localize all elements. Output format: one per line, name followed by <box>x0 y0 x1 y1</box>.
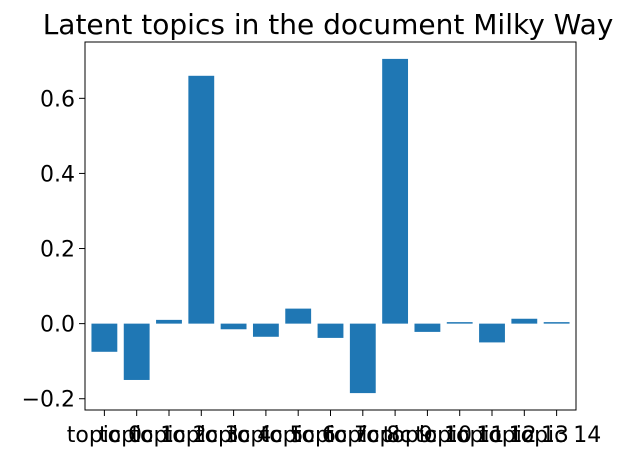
bar-topic-14 <box>543 322 570 324</box>
bar-topic-4 <box>220 323 247 330</box>
bar-topic-5 <box>252 323 279 337</box>
x-tick-label: topic 11 <box>415 423 504 448</box>
bar-topic-2 <box>156 319 182 324</box>
plot-frame <box>84 41 577 411</box>
x-tick-label: topic 4 <box>196 423 271 448</box>
x-tick-label: topic 13 <box>480 423 569 448</box>
bar-topic-11 <box>446 322 473 324</box>
bar-topic-7 <box>317 323 344 338</box>
x-tick-label: topic 8 <box>325 423 400 448</box>
bar-topic-3 <box>188 75 215 324</box>
chart-title: Latent topics in the document Milky Way <box>43 8 614 41</box>
x-tick-label: topic 12 <box>447 423 536 448</box>
y-tick-label: 0.0 <box>40 313 75 338</box>
bar-topic-1 <box>123 323 150 380</box>
x-tick-label: topic 6 <box>261 423 336 448</box>
bar-topic-9 <box>382 58 409 324</box>
y-tick-label: 0.4 <box>40 162 75 187</box>
bar-topic-0 <box>91 323 118 352</box>
x-tick-label: topic 1 <box>99 423 174 448</box>
bar-topic-13 <box>511 318 538 324</box>
y-axis: −0.2 0.0 0.2 0.4 0.6 <box>22 87 85 413</box>
x-tick-label: topic 14 <box>512 423 601 448</box>
x-tick-label: topic 5 <box>228 423 303 448</box>
bar-topic-8 <box>349 323 376 394</box>
bars-group <box>91 58 570 394</box>
x-tick-label: topic 9 <box>357 423 432 448</box>
x-tick-label: topic 0 <box>67 423 142 448</box>
x-tick-label: topic 2 <box>131 423 206 448</box>
x-tick-label: topic 7 <box>293 423 368 448</box>
bar-topic-6 <box>285 308 312 324</box>
y-tick-label: 0.2 <box>40 238 75 263</box>
bar-topic-10 <box>414 323 441 332</box>
bar-topic-12 <box>479 323 505 343</box>
y-tick-label: −0.2 <box>22 388 75 413</box>
x-tick-label: topic 3 <box>164 423 239 448</box>
y-tick-label: 0.6 <box>40 87 75 112</box>
x-tick-label: topic 10 <box>383 423 472 448</box>
